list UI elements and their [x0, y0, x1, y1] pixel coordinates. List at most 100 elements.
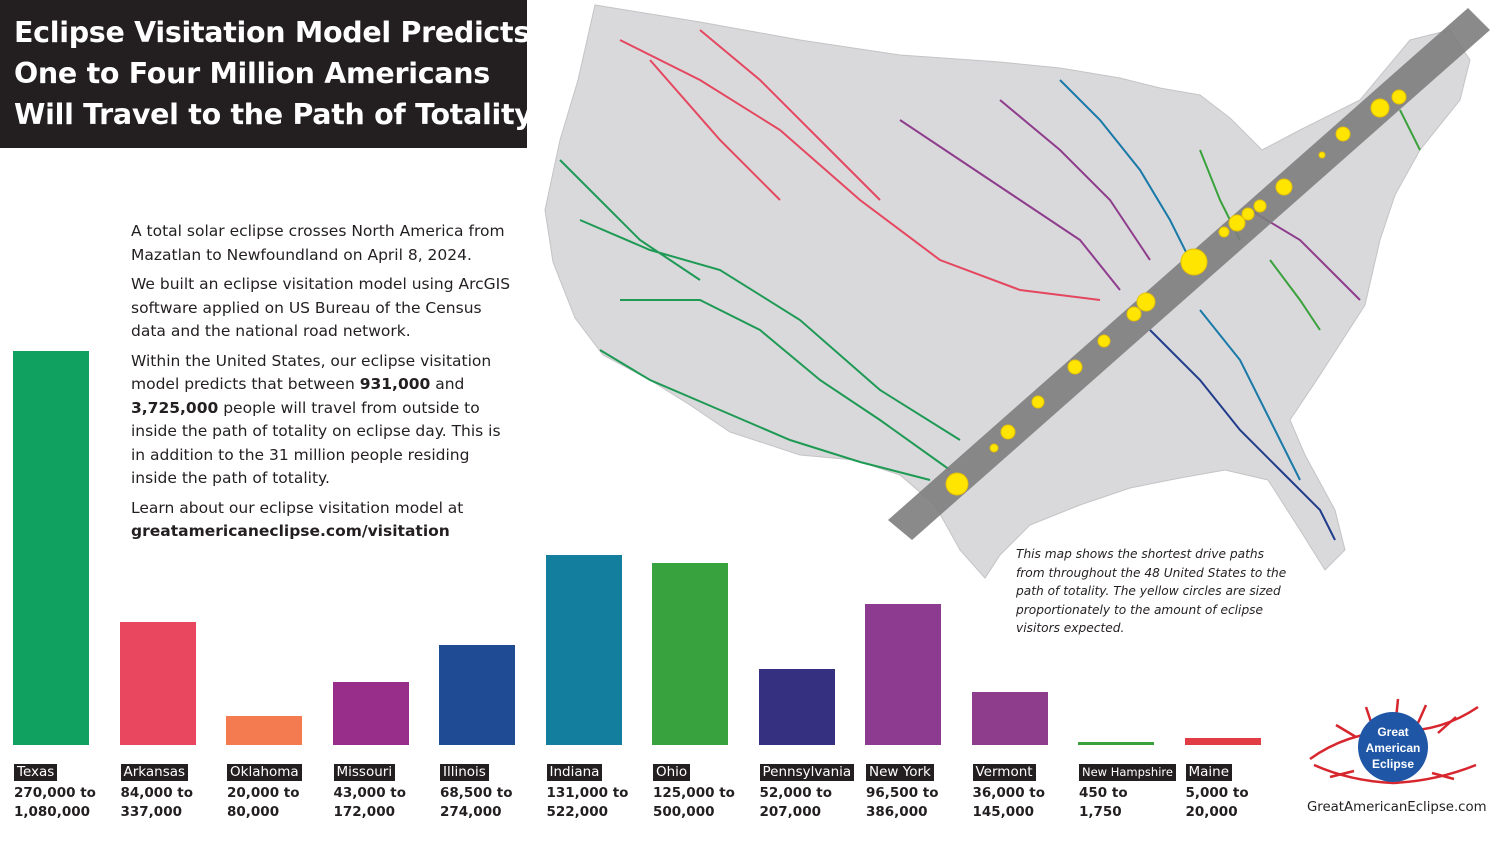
range-low: 20,000 to — [227, 785, 300, 801]
bar-arkansas — [119, 622, 196, 745]
drive-path-lakes — [1059, 79, 1301, 481]
range-low: 131,000 to — [546, 785, 629, 801]
visitor-circle — [1136, 292, 1156, 312]
visitor-range: 450 to 1,750 — [1079, 784, 1189, 822]
title-line-2: One to Four Million Americans — [14, 57, 490, 90]
visitation-link[interactable]: greatamericaneclipse.com/visitation — [131, 522, 450, 540]
range-low: 270,000 to — [14, 785, 96, 801]
learn-text: Learn about our eclipse visitation model… — [131, 498, 464, 517]
us-drive-path-map — [544, 4, 1490, 579]
bar-texas — [13, 351, 89, 745]
bar-missouri — [332, 682, 409, 745]
map-note: This map shows the shortest drive paths … — [1016, 547, 1287, 636]
visitor-range: 52,000 to 207,000 — [760, 784, 870, 822]
bar-new-hampshire — [1078, 742, 1154, 745]
bar-ohio — [652, 563, 728, 745]
title-box: Eclipse Visitation Model Predicts One to… — [0, 0, 533, 148]
visitor-circle — [1228, 214, 1246, 232]
state-label: Indiana — [546, 764, 603, 781]
range-high: 500,000 — [653, 804, 715, 820]
logo-line-2: American — [1366, 741, 1421, 755]
description-intro: A total solar eclipse crosses North Amer… — [131, 222, 505, 264]
eclipse-disc — [1358, 712, 1428, 782]
visitor-circle — [1318, 151, 1326, 159]
visitor-range: 36,000 to 145,000 — [973, 784, 1083, 822]
range-high: 274,000 — [440, 804, 502, 820]
prediction-text-1: Within the United States, our eclipse vi… — [131, 351, 492, 394]
drive-paths — [559, 29, 1421, 541]
visitor-range: 20,000 to 80,000 — [227, 784, 337, 822]
state-label: Missouri — [333, 764, 396, 781]
state-label: New Hampshire — [1079, 764, 1176, 781]
state-label: Ohio — [653, 764, 691, 781]
range-low: 5,000 to — [1185, 785, 1249, 801]
range-high: 20,000 — [1185, 804, 1238, 820]
bar-oklahoma — [226, 716, 302, 745]
range-high: 207,000 — [759, 804, 822, 820]
us-landmass — [544, 4, 1471, 579]
description-prediction: Within the United States, our eclipse vi… — [131, 350, 511, 491]
logo-line-3: Eclipse — [1372, 757, 1414, 771]
range-low: 450 to — [1079, 785, 1128, 801]
bar-pennsylvania — [758, 669, 835, 745]
visitor-circle — [1275, 178, 1293, 196]
range-high: 522,000 — [546, 804, 609, 820]
visitor-circles — [945, 89, 1407, 496]
state-label: Pennsylvania — [759, 764, 855, 781]
visitor-circle — [1391, 89, 1407, 105]
website-url[interactable]: GreatAmericanEclipse.com — [1307, 800, 1487, 815]
visitor-circle — [945, 472, 969, 496]
range-high: 1,080,000 — [14, 804, 91, 820]
visitor-circle — [1180, 248, 1208, 276]
state-label: Vermont — [972, 764, 1036, 781]
visitor-range: 68,500 to 274,000 — [440, 784, 550, 822]
visitor-range: 96,500 to 386,000 — [866, 784, 976, 822]
visitor-circle — [1253, 199, 1267, 213]
drive-path-central — [899, 99, 1361, 301]
prediction-high: 3,725,000 — [131, 398, 219, 417]
title-line-3: Will Travel to the Path of Totality — [14, 98, 533, 131]
range-low: 96,500 to — [866, 785, 939, 801]
drive-path-southeast — [1149, 329, 1336, 541]
range-high: 337,000 — [120, 804, 183, 820]
prediction-low: 931,000 — [359, 375, 431, 393]
visitor-circle — [1218, 226, 1230, 238]
range-low: 52,000 to — [759, 785, 833, 801]
drive-path-north — [619, 29, 1101, 301]
visitor-range: 270,000 to 1,080,000 — [14, 784, 124, 822]
state-label: Illinois — [440, 764, 489, 781]
state-label: New York — [866, 764, 934, 781]
prediction-text-2: and — [430, 375, 465, 393]
range-low: 125,000 to — [653, 785, 735, 801]
visitor-circle — [1126, 306, 1142, 322]
range-low: 84,000 to — [120, 785, 194, 801]
drive-path-west — [559, 159, 961, 481]
bar-illinois — [439, 645, 515, 745]
title-line-1: Eclipse Visitation Model Predicts — [14, 16, 531, 49]
visitor-range: 43,000 to 172,000 — [334, 784, 444, 822]
visitor-range: 131,000 to 522,000 — [547, 784, 657, 822]
bar-new-york — [865, 604, 941, 745]
range-high: 386,000 — [866, 804, 928, 820]
visitor-range: 84,000 to 337,000 — [121, 784, 231, 822]
visitor-circle — [989, 443, 999, 453]
visitor-circle — [1000, 424, 1016, 440]
visitor-circle — [1031, 395, 1045, 409]
range-high: 172,000 — [333, 804, 396, 820]
range-high: 80,000 — [227, 804, 280, 820]
visitor-circle — [1097, 334, 1111, 348]
state-label: Maine — [1185, 764, 1233, 781]
description-learn: Learn about our eclipse visitation model… — [131, 497, 511, 544]
bar-maine — [1184, 738, 1261, 745]
range-high: 145,000 — [972, 804, 1035, 820]
visitor-circle — [1335, 126, 1351, 142]
visitor-range: 5,000 to 20,000 — [1186, 784, 1296, 822]
state-label: Texas — [14, 764, 58, 781]
description-method: We built an eclipse visitation model usi… — [131, 275, 511, 340]
visitor-range: 125,000 to 500,000 — [653, 784, 763, 822]
state-label: Oklahoma — [227, 764, 302, 781]
prediction-text-3: people will travel from outside to insid… — [131, 398, 501, 488]
bar-vermont — [971, 692, 1048, 745]
visitor-circle — [1370, 98, 1390, 118]
range-low: 43,000 to — [333, 785, 407, 801]
